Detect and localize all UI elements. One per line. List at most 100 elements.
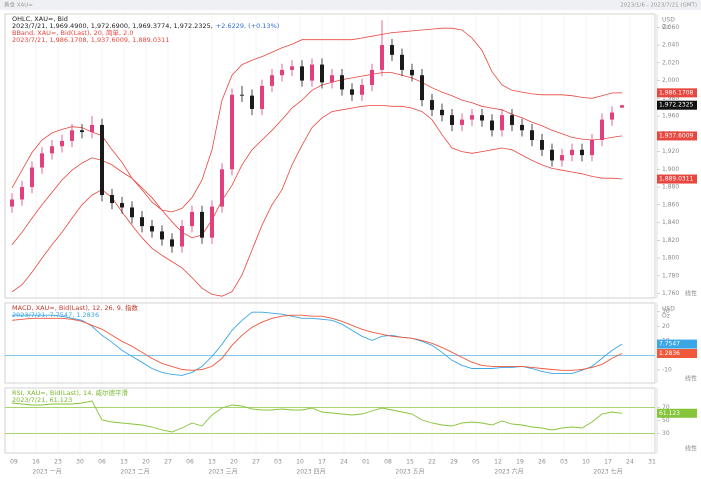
legend-values: 2023/7/21, 61.123 bbox=[12, 396, 72, 404]
candle-body bbox=[480, 115, 484, 121]
y-tick-label: 70 bbox=[662, 404, 670, 411]
unit-label: Oz bbox=[662, 24, 670, 31]
candle-body bbox=[90, 124, 94, 133]
candle-body bbox=[210, 206, 214, 238]
x-tick-label: 17 bbox=[318, 459, 326, 466]
value-tag bbox=[657, 88, 697, 98]
y-tick-label: 2,040 bbox=[662, 42, 679, 49]
candle-body bbox=[180, 226, 184, 247]
value-tag-label: 1,889.0311 bbox=[659, 176, 694, 183]
candle-body bbox=[220, 169, 224, 207]
candle-body bbox=[530, 130, 534, 141]
candle-body bbox=[260, 85, 264, 109]
candle-body bbox=[580, 149, 584, 156]
candle-body bbox=[190, 211, 194, 227]
x-tick-label: 26 bbox=[538, 459, 546, 466]
y-tick-label: 1,760 bbox=[662, 290, 679, 297]
y-tick-label: 2,020 bbox=[662, 59, 679, 66]
candle-body bbox=[620, 105, 624, 108]
x-tick-label: 05 bbox=[472, 459, 480, 466]
candle-body bbox=[490, 120, 494, 131]
x-tick-label: 27 bbox=[164, 459, 172, 466]
x-tick-label: 20 bbox=[230, 459, 238, 466]
x-tick-label: 08 bbox=[384, 459, 392, 466]
x-tick-label: 06 bbox=[186, 459, 194, 466]
legend-values: 2023/7/21, 7.7547, 1.2836 bbox=[12, 311, 99, 319]
y-tick-label: 1,960 bbox=[662, 113, 679, 120]
candle-body bbox=[380, 45, 384, 70]
band-line bbox=[11, 72, 623, 246]
candle-body bbox=[270, 75, 274, 86]
value-tag-label: 61.123 bbox=[659, 410, 680, 417]
candle-body bbox=[540, 140, 544, 150]
candle-body bbox=[440, 109, 444, 116]
value-tag bbox=[657, 131, 697, 141]
y-tick-label: 1,980 bbox=[662, 95, 679, 102]
y-tick-label: 30 bbox=[662, 430, 670, 437]
candle-body bbox=[550, 149, 554, 161]
x-tick-label: 16 bbox=[32, 459, 40, 466]
candle-body bbox=[460, 119, 464, 125]
candle-body bbox=[150, 226, 154, 232]
indicator-line bbox=[12, 311, 623, 376]
candle-body bbox=[570, 149, 574, 156]
candle-body bbox=[600, 119, 604, 141]
indicator-line bbox=[11, 400, 623, 433]
month-label: 2023 六月 bbox=[494, 468, 523, 476]
header-left: 黄金 XAU= bbox=[4, 1, 33, 9]
month-label: 2023 七月 bbox=[593, 468, 622, 476]
y-tick-label: -10 bbox=[662, 366, 672, 373]
value-tag bbox=[657, 408, 697, 418]
x-tick-label: 10 bbox=[296, 459, 304, 466]
candle-body bbox=[280, 69, 284, 76]
x-tick-label: 06 bbox=[98, 459, 106, 466]
candle-body bbox=[60, 140, 64, 147]
month-label: 2023 五月 bbox=[395, 469, 424, 476]
overlay-title: BBand, XAU=, Bid(Last), 20, 简单, 2.0 bbox=[12, 28, 134, 37]
candle-body bbox=[70, 130, 74, 141]
candle-body bbox=[360, 85, 364, 95]
candle-body bbox=[590, 140, 594, 156]
candle-body bbox=[320, 64, 324, 83]
candle-body bbox=[160, 231, 164, 240]
y-tick-label: 1,840 bbox=[662, 219, 679, 226]
value-tag-label: 1,937.6009 bbox=[659, 132, 694, 139]
candle-body bbox=[300, 66, 304, 81]
y-tick-label: 2,000 bbox=[662, 77, 679, 84]
band-line bbox=[11, 27, 623, 213]
x-tick-label: 03 bbox=[274, 459, 282, 466]
candle-body bbox=[240, 94, 244, 96]
candle-body bbox=[470, 115, 474, 120]
candle-body bbox=[370, 69, 374, 85]
unit-label: Oz bbox=[662, 313, 670, 320]
candle-body bbox=[330, 75, 334, 83]
y-tick-label: 1,800 bbox=[662, 255, 679, 262]
header-right: 2023/1/6 - 2023/7/21 (GMT) bbox=[620, 3, 697, 9]
y-tick-label: 1,900 bbox=[662, 166, 679, 173]
pane-frame bbox=[4, 302, 656, 384]
candle-body bbox=[80, 130, 84, 133]
month-label: 2023 一月 bbox=[32, 469, 61, 476]
candle-body bbox=[520, 124, 524, 131]
candle-body bbox=[290, 66, 294, 70]
legend-title: OHLC, XAU=, Bid bbox=[12, 15, 68, 23]
candle-body bbox=[500, 115, 504, 131]
unit-label: USD bbox=[662, 17, 675, 24]
x-tick-label: 19 bbox=[516, 459, 524, 466]
legend-title: MACD, XAU=, Bid(Last), 12, 26, 9, 指数 bbox=[12, 303, 139, 312]
candle-body bbox=[310, 64, 314, 81]
x-tick-label: 01 bbox=[362, 459, 370, 466]
x-tick-label: 15 bbox=[406, 459, 414, 466]
legend-title: RSI, XAU=, Bid(Last), 14, 威尔德平滑 bbox=[12, 388, 128, 397]
candle-body bbox=[400, 54, 404, 70]
y-tick-label: 20 bbox=[662, 323, 670, 330]
value-tag bbox=[657, 100, 697, 110]
candle-body bbox=[230, 94, 234, 170]
candle-body bbox=[350, 89, 354, 95]
candle-body bbox=[410, 69, 414, 76]
header-bar bbox=[0, 0, 701, 10]
x-tick-label: 29 bbox=[450, 459, 458, 466]
candle-body bbox=[20, 187, 24, 200]
value-tag-label: 7.7547 bbox=[659, 341, 680, 348]
candle-body bbox=[30, 167, 34, 188]
